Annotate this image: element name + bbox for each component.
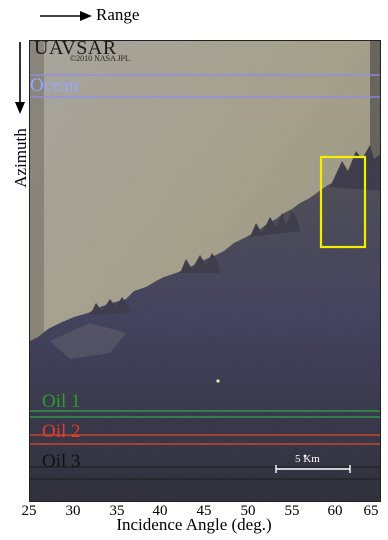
brand-label: UAVSAR xyxy=(34,40,117,59)
axis-tick: 35 xyxy=(109,503,125,519)
range-arrow-icon xyxy=(40,11,92,21)
oil2-label: Oil 2 xyxy=(42,421,81,442)
axis-tick: 45 xyxy=(196,503,212,519)
scale-bar xyxy=(275,465,351,473)
bright-spot xyxy=(216,379,220,383)
credit-label: ©2010 NASA JPL xyxy=(70,54,130,63)
axis-tick: 65 xyxy=(363,503,379,519)
highlight-box xyxy=(319,155,367,249)
axis-title: Incidence Angle (deg.) xyxy=(116,515,272,534)
axis-tick: 25 xyxy=(21,503,37,519)
azimuth-label: Azimuth xyxy=(11,128,30,188)
speckle-texture xyxy=(30,41,380,501)
axis-tick: 55 xyxy=(284,503,300,519)
axis-tick: 50 xyxy=(240,503,256,519)
sar-image: UAVSAR ©2010 NASA JPL Ocean Oil 1 Oil 2 … xyxy=(29,40,381,502)
oil3-label: Oil 3 xyxy=(42,451,81,472)
bright-spot xyxy=(303,454,307,458)
axis-tick: 40 xyxy=(152,503,168,519)
axis-tick: 60 xyxy=(327,503,343,519)
axis-tick: 30 xyxy=(65,503,81,519)
sar-image-canvas xyxy=(30,41,380,501)
ocean-label: Ocean xyxy=(30,75,79,96)
range-label: Range xyxy=(96,5,140,24)
azimuth-arrow-icon xyxy=(15,42,25,114)
scale-bar-label: 5 Km xyxy=(295,453,320,465)
oil1-label: Oil 1 xyxy=(42,391,81,412)
